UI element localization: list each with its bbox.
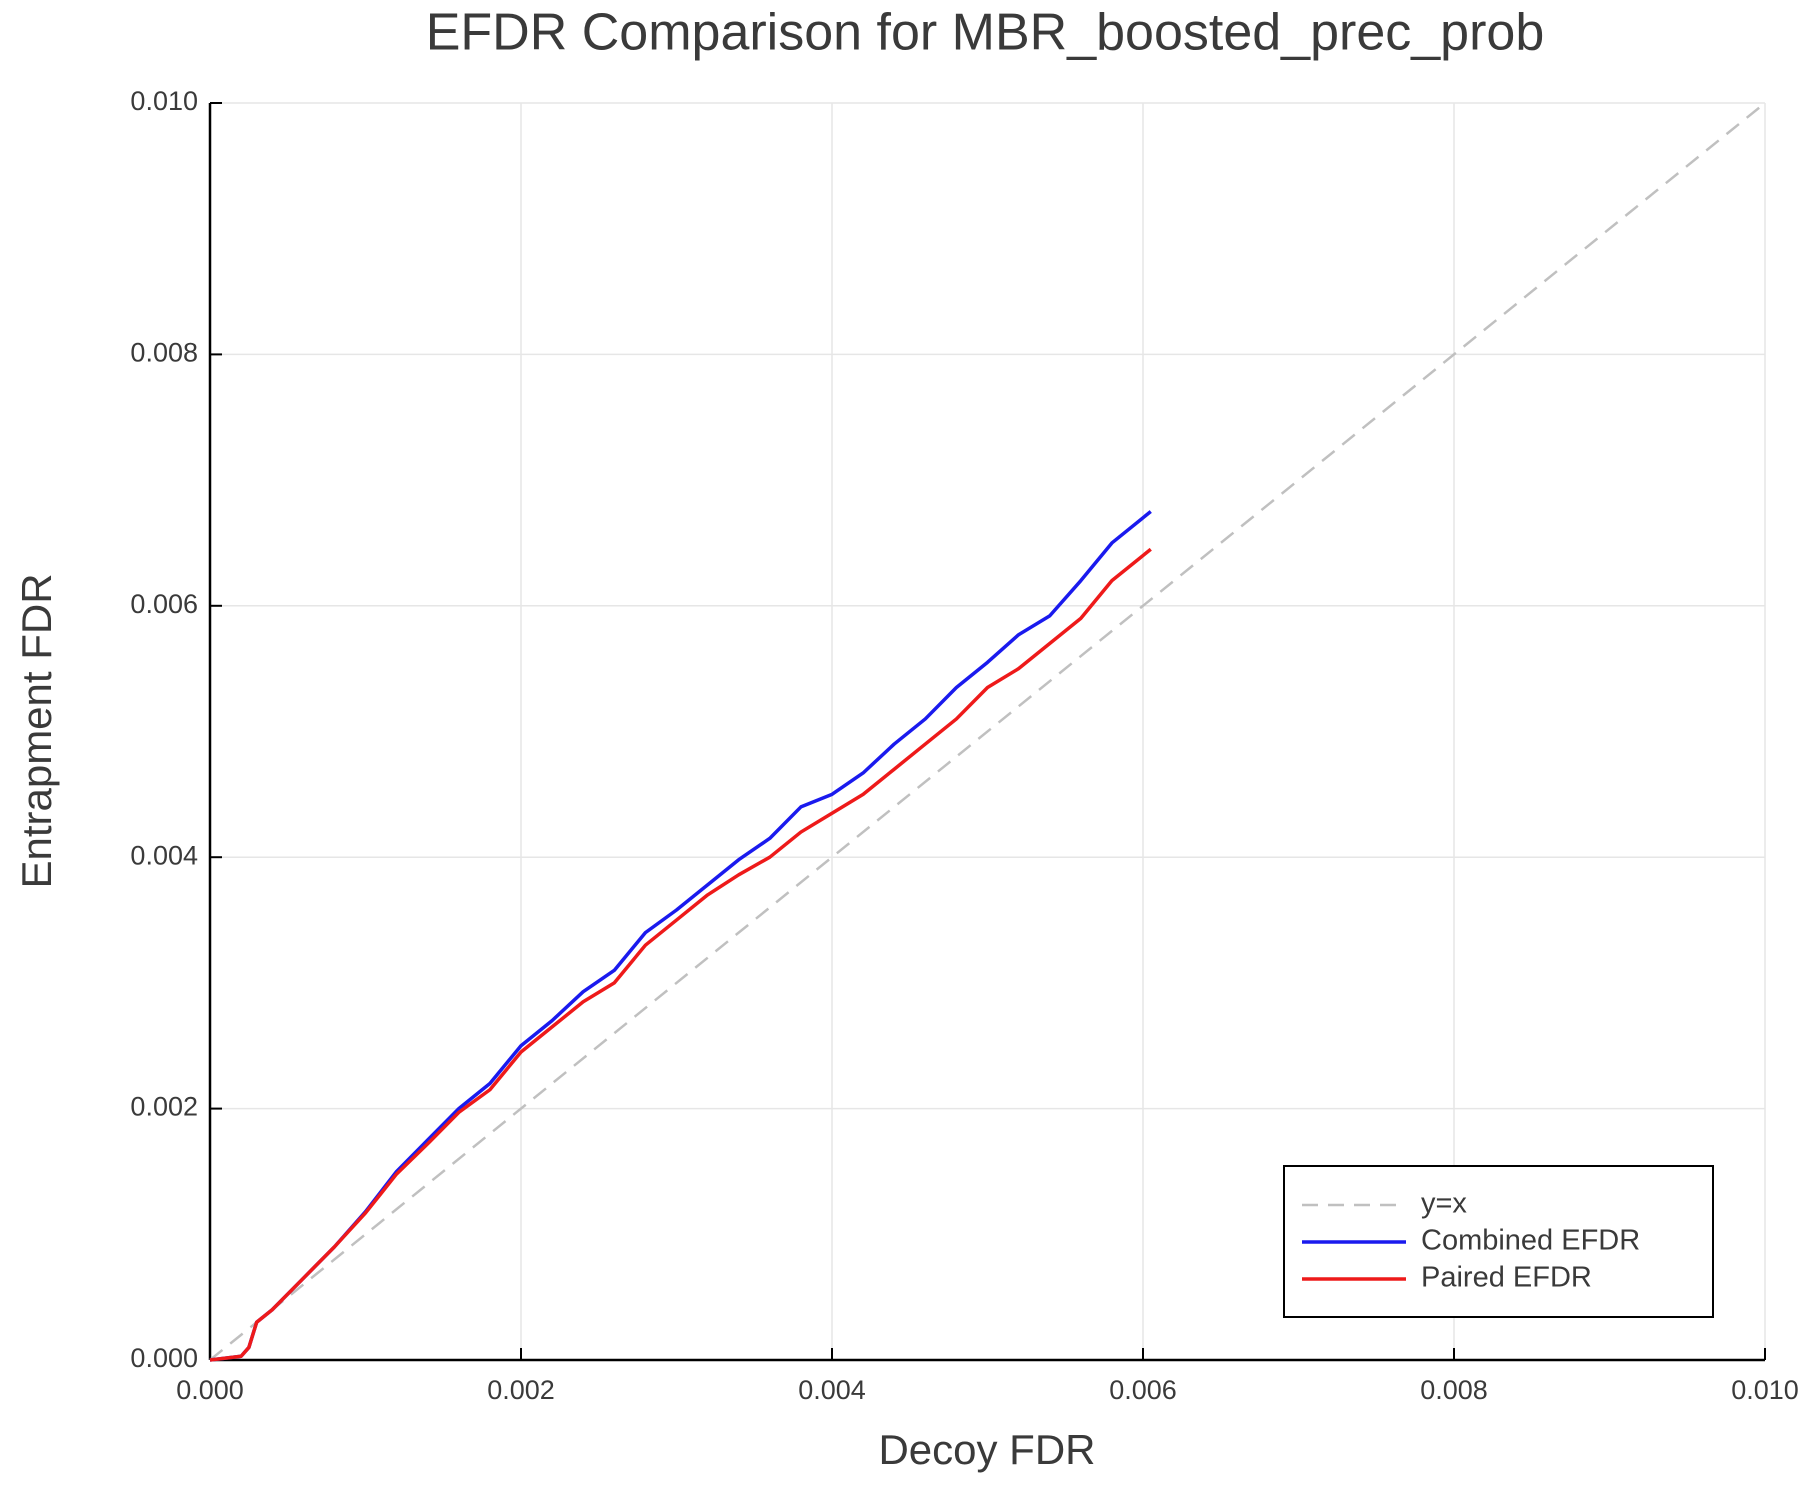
legend-label: Paired EFDR bbox=[1421, 1262, 1592, 1294]
y-tick-label: 0.004 bbox=[130, 840, 198, 870]
y-tick-label: 0.010 bbox=[130, 86, 198, 116]
chart-title: EFDR Comparison for MBR_boosted_prec_pro… bbox=[426, 4, 1545, 62]
x-tick-label: 0.002 bbox=[487, 1375, 555, 1405]
x-tick-label: 0.000 bbox=[176, 1375, 244, 1405]
legend: y=x Combined EFDR Paired EFDR bbox=[1283, 1165, 1714, 1318]
series-line bbox=[209, 102, 1766, 1361]
y-tick-label: 0.002 bbox=[130, 1092, 198, 1122]
x-tick-label: 0.008 bbox=[1420, 1375, 1488, 1405]
x-tick-label: 0.006 bbox=[1109, 1375, 1177, 1405]
legend-label: Combined EFDR bbox=[1421, 1225, 1640, 1257]
y-tick-label: 0.008 bbox=[130, 338, 198, 368]
series-line bbox=[209, 547, 1152, 1362]
y-axis-label: Entrapment FDR bbox=[13, 573, 60, 888]
y-tick-label: 0.006 bbox=[130, 589, 198, 619]
legend-label: y=x bbox=[1421, 1188, 1467, 1220]
x-tick-label: 0.010 bbox=[1731, 1375, 1799, 1405]
x-axis-label: Decoy FDR bbox=[878, 1426, 1095, 1473]
series-line bbox=[209, 510, 1152, 1362]
y-tick-label: 0.000 bbox=[130, 1343, 198, 1373]
x-tick-label: 0.004 bbox=[798, 1375, 866, 1405]
